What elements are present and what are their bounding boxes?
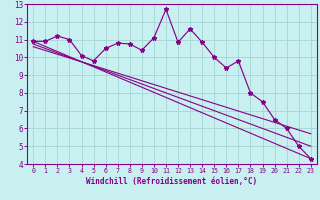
X-axis label: Windchill (Refroidissement éolien,°C): Windchill (Refroidissement éolien,°C) — [86, 177, 258, 186]
